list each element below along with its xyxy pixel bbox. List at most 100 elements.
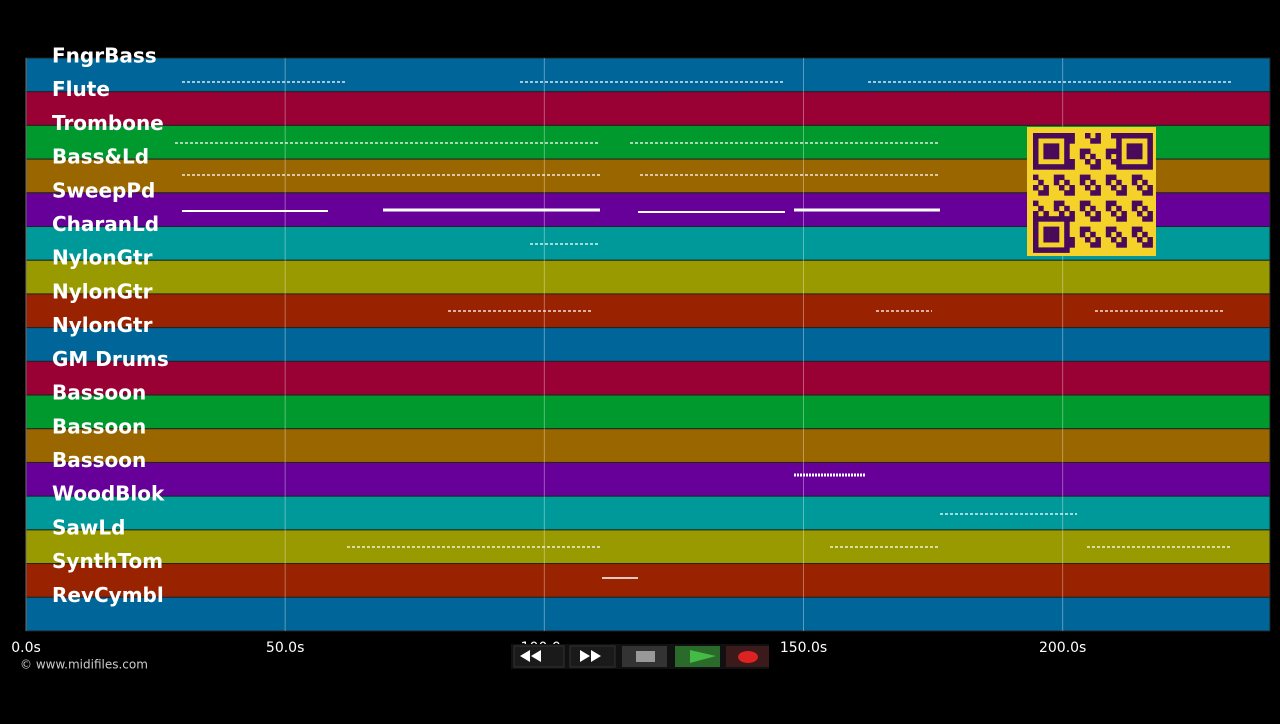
qr-cell (1079, 148, 1086, 155)
qr-cell (1137, 153, 1143, 160)
qr-cell (1033, 237, 1039, 243)
qr-cell (1038, 216, 1044, 222)
qr-cell (1121, 190, 1127, 196)
qr-cell (1111, 211, 1117, 217)
qr-cell (1116, 133, 1122, 139)
qr-cell (1064, 133, 1070, 139)
qr-cell (1033, 216, 1039, 222)
qr-cell (1043, 185, 1049, 191)
qr-cell (1033, 185, 1039, 191)
qr-cell (1090, 205, 1096, 212)
qr-cell (1059, 211, 1065, 217)
track-band (25, 293, 1271, 329)
qr-cell (1043, 143, 1049, 149)
qr-cell (1095, 164, 1101, 170)
qr-cell (1137, 164, 1143, 170)
qr-cell (1090, 231, 1096, 238)
qr-cell (1131, 200, 1138, 207)
qr-cell (1059, 164, 1065, 170)
qr-cell (1033, 231, 1039, 238)
qr-cell (1038, 190, 1044, 196)
qr-cell (1043, 148, 1049, 155)
qr-cell (1147, 133, 1153, 139)
qr-cell (1053, 237, 1060, 243)
qr-cell (1090, 179, 1096, 186)
qr-cell (1131, 133, 1138, 139)
qr-cell (1033, 242, 1039, 248)
qr-cell (1095, 242, 1101, 248)
stop-button[interactable] (622, 646, 667, 667)
qr-cell (1121, 242, 1127, 248)
record-button[interactable] (726, 646, 769, 667)
qr-cell (1053, 226, 1060, 233)
qr-cell (1064, 205, 1070, 212)
qr-cell (1059, 200, 1065, 207)
qr-cell (1085, 174, 1091, 181)
qr-cell (1064, 143, 1070, 149)
qr-cell (1053, 164, 1060, 170)
qr-cell (1085, 226, 1091, 233)
track-label: Bassoon (52, 381, 146, 405)
qr-cell (1095, 138, 1101, 144)
qr-cell (1095, 190, 1101, 196)
qr-cell (1121, 185, 1127, 191)
qr-cell (1147, 148, 1153, 155)
track-label: SynthTom (52, 549, 163, 573)
qr-cell (1033, 159, 1039, 165)
qr-cell (1033, 221, 1039, 227)
qr-cell (1142, 190, 1148, 196)
qr-cell (1033, 226, 1039, 233)
track-band (25, 327, 1271, 362)
qr-cell (1095, 216, 1101, 222)
track-label: NylonGtr (52, 313, 153, 337)
play-button[interactable] (675, 646, 720, 667)
tick-label: 0.0s (11, 640, 41, 656)
qr-cell (1137, 133, 1143, 139)
qr-cell (1147, 153, 1153, 160)
qr-cell (1105, 226, 1112, 233)
qr-cell (1137, 185, 1143, 191)
qr-cell (1064, 237, 1070, 243)
qr-cell (1085, 133, 1091, 139)
qr-cell (1043, 190, 1049, 196)
qr-cell (1069, 190, 1075, 196)
track-label: Flute (52, 77, 110, 101)
qr-cell (1048, 164, 1055, 170)
qr-cell (1116, 216, 1122, 222)
qr-cell (1147, 185, 1153, 191)
qr-cell (1043, 133, 1049, 139)
qr-cell (1064, 247, 1070, 253)
fast-forward-button[interactable] (569, 645, 616, 668)
qr-cell (1126, 133, 1133, 139)
track-band (25, 563, 1271, 598)
qr-cell (1137, 226, 1143, 233)
qr-cell (1116, 153, 1122, 160)
qr-cell (1111, 174, 1117, 181)
track-labels: FngrBass Flute Trombone Bass&Ld SweepPd Chara… (52, 44, 169, 607)
qr-cell (1095, 185, 1101, 191)
qr-cell (1053, 174, 1060, 181)
qr-cell (1064, 216, 1070, 222)
track-label: Bass&Ld (52, 145, 149, 169)
qr-cell (1131, 164, 1138, 170)
qr-cell (1053, 205, 1060, 212)
qr-cell (1079, 179, 1086, 186)
qr-cell (1105, 153, 1112, 160)
qr-cell (1048, 216, 1055, 222)
qr-cell (1064, 190, 1070, 196)
qr-cell (1033, 138, 1039, 144)
qr-cell (1147, 216, 1153, 222)
qr-cell (1090, 242, 1096, 248)
qr-cell (1095, 133, 1101, 139)
qr-cell (1090, 153, 1096, 160)
qr-cell (1059, 216, 1065, 222)
rewind-button[interactable] (513, 645, 565, 668)
qr-cell (1053, 216, 1060, 222)
track-band (25, 596, 1271, 632)
qr-cell (1147, 242, 1153, 248)
qr-cell (1147, 190, 1153, 196)
qr-cell (1033, 148, 1039, 155)
qr-cell (1053, 200, 1060, 207)
qr-cell (1043, 231, 1049, 238)
track-band (25, 394, 1271, 430)
